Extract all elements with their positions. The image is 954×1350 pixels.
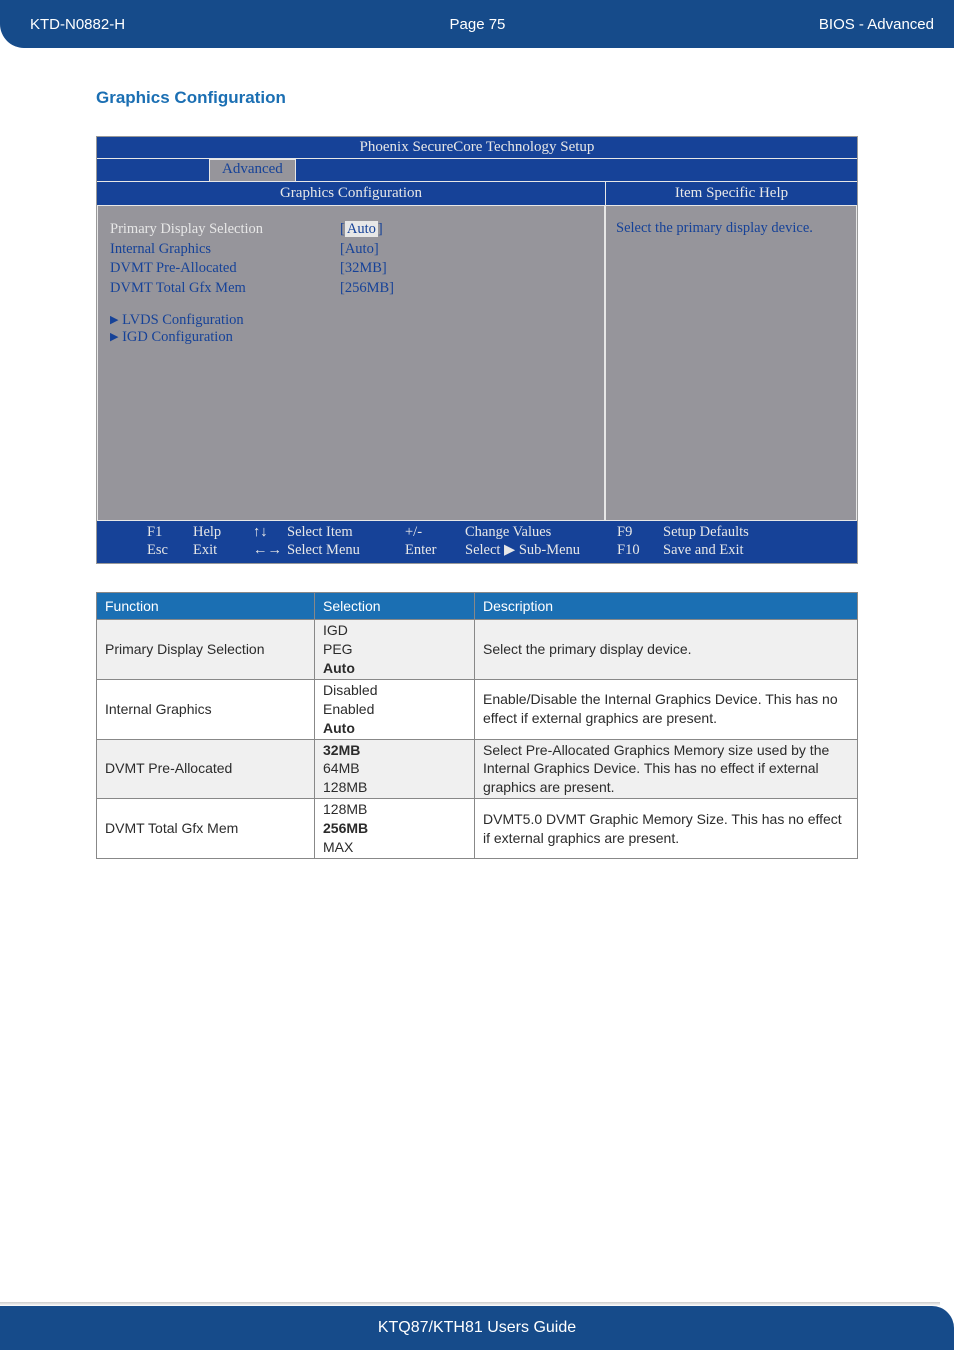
table-row: Internal GraphicsDisabledEnabledAutoEnab… [97,679,858,739]
bios-option-value: [256MB] [340,279,394,299]
footer-text: KTQ87/KTH81 Users Guide [378,1319,576,1336]
bios-footer-cell: Help [193,523,253,541]
table-row: Primary Display SelectionIGDPEGAutoSelec… [97,620,858,680]
bios-tab-bar: Advanced [97,159,857,181]
table-header-cell: Description [475,593,858,620]
bios-help-text: Select the primary display device. [606,206,857,521]
bios-footer-cell: F1 [147,523,193,541]
table-cell-description: Enable/Disable the Internal Graphics Dev… [475,679,858,739]
bios-option-value: [Auto] [340,220,383,240]
bios-tab-advanced[interactable]: Advanced [209,159,296,181]
table-cell-description: DVMT5.0 DVMT Graphic Memory Size. This h… [475,799,858,859]
page-header: KTD-N0882-H Page 75 BIOS - Advanced [0,0,954,48]
bios-footer-cell: Change Values [465,523,617,541]
section-name: BIOS - Advanced [627,16,934,33]
table-cell-selection: IGDPEGAuto [315,620,475,680]
bios-footer-cell: F10 [617,541,663,559]
table-cell-selection: 32MB64MB128MB [315,739,475,799]
bios-footer-keys: F1Help↑↓Select Item+/-Change ValuesF9Set… [97,521,857,563]
table-cell-function: DVMT Total Gfx Mem [97,799,315,859]
bios-submenu-item[interactable]: ▶ IGD Configuration [110,329,592,346]
table-cell-function: Primary Display Selection [97,620,315,680]
bios-footer-cell: Exit [193,541,253,559]
bios-footer-cell: Setup Defaults [663,523,807,541]
table-row: DVMT Total Gfx Mem128MB256MBMAXDVMT5.0 D… [97,799,858,859]
bios-footer-cell: ←→ [253,541,287,559]
bios-option-value: [32MB] [340,259,387,279]
table-cell-function: Internal Graphics [97,679,315,739]
bios-footer-cell: Select Menu [287,541,405,559]
bios-footer-cell: ↑↓ [253,523,287,541]
table-cell-function: DVMT Pre-Allocated [97,739,315,799]
bios-option-label: Primary Display Selection [110,220,340,240]
triangle-right-icon: ▶ [110,331,118,343]
bios-footer-cell: Enter [405,541,465,559]
bios-option-label: DVMT Total Gfx Mem [110,279,340,299]
doc-id: KTD-N0882-H [30,16,328,33]
bios-left-heading: Graphics Configuration [97,181,605,206]
bios-option-value: [Auto] [340,240,379,260]
bios-title: Phoenix SecureCore Technology Setup [97,137,857,159]
bios-submenu-item[interactable]: ▶ LVDS Configuration [110,312,592,329]
table-cell-selection: DisabledEnabledAuto [315,679,475,739]
bios-options-panel: Primary Display Selection[Auto]Internal … [97,206,605,521]
bios-footer-cell: +/- [405,523,465,541]
bios-screenshot: Phoenix SecureCore Technology Setup Adva… [96,136,858,564]
table-header-cell: Selection [315,593,475,620]
table-cell-selection: 128MB256MBMAX [315,799,475,859]
table-row: DVMT Pre-Allocated32MB64MB128MBSelect Pr… [97,739,858,799]
bios-option-row[interactable]: Internal Graphics[Auto] [110,240,592,260]
table-cell-description: Select the primary display device. [475,620,858,680]
page-number: Page 75 [328,16,626,33]
page-footer: KTQ87/KTH81 Users Guide [0,1306,954,1350]
table-cell-description: Select Pre-Allocated Graphics Memory siz… [475,739,858,799]
options-table: FunctionSelectionDescription Primary Dis… [96,592,858,859]
bios-option-label: Internal Graphics [110,240,340,260]
table-header-cell: Function [97,593,315,620]
bios-option-label: DVMT Pre-Allocated [110,259,340,279]
bios-footer-cell: F9 [617,523,663,541]
bios-footer-cell: Save and Exit [663,541,807,559]
bios-option-row[interactable]: DVMT Total Gfx Mem[256MB] [110,279,592,299]
triangle-right-icon: ▶ [110,314,118,326]
bios-footer-cell: Select ▶ Sub-Menu [465,541,617,559]
bios-option-row[interactable]: Primary Display Selection[Auto] [110,220,592,240]
bios-footer-cell: Select Item [287,523,405,541]
bios-footer-cell: Esc [147,541,193,559]
bios-right-heading: Item Specific Help [606,181,857,206]
bios-option-row[interactable]: DVMT Pre-Allocated[32MB] [110,259,592,279]
section-title: Graphics Configuration [96,88,858,108]
